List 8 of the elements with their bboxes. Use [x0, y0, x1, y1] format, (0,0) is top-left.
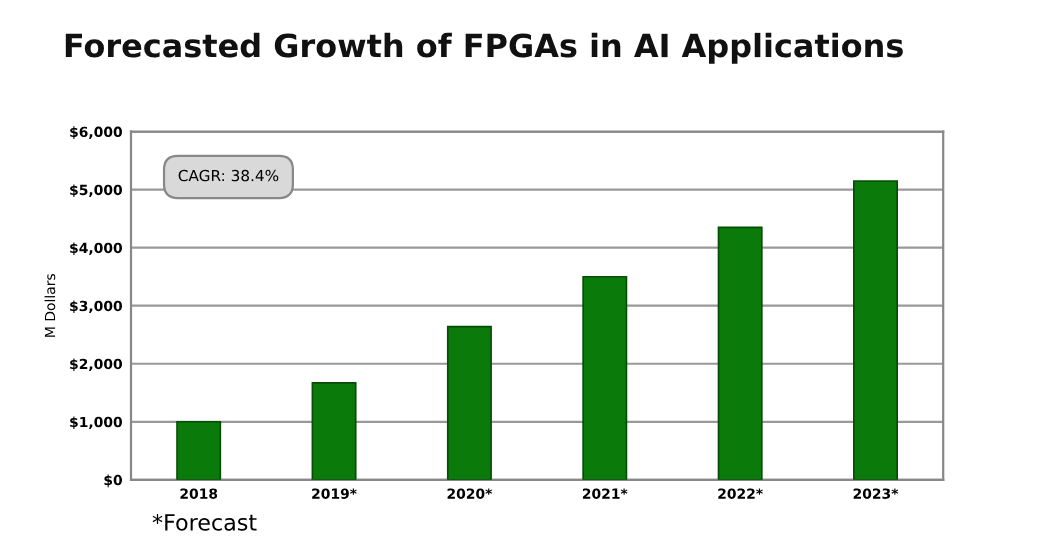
chart-title: Forecasted Growth of FPGAs in AI Applications	[65, 32, 903, 64]
bar	[176, 420, 222, 480]
bar	[311, 382, 357, 480]
text: *Forecast	[152, 513, 257, 531]
bar	[446, 325, 492, 480]
bar	[717, 226, 763, 480]
bar	[853, 180, 899, 480]
bar	[582, 275, 628, 480]
